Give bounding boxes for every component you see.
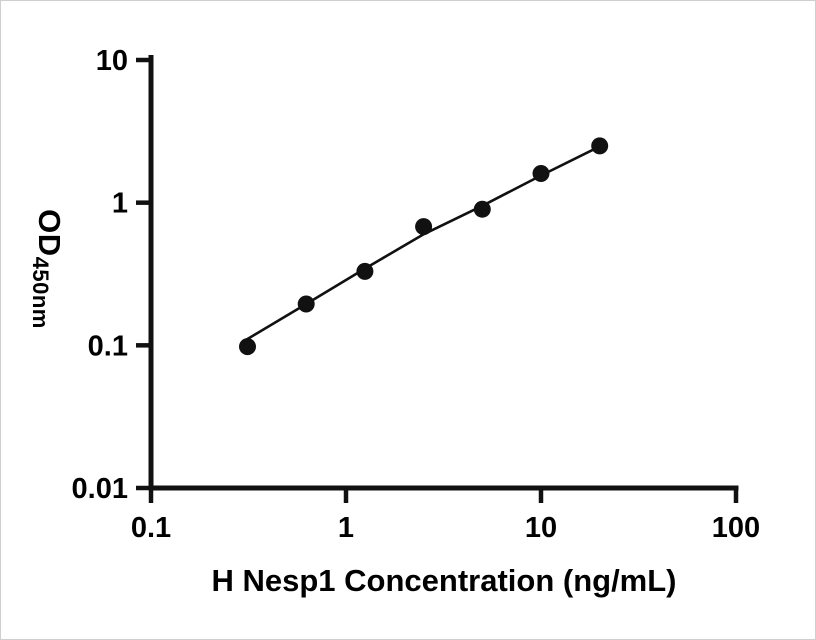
data-point: [591, 137, 609, 155]
y-axis-title-main: OD: [32, 209, 67, 257]
data-point: [532, 165, 550, 182]
data-point: [473, 200, 491, 218]
y-tick-label: 0.1: [88, 330, 128, 362]
y-tick-label: 1: [112, 188, 128, 220]
y-axis-title-text: OD450nm: [27, 209, 67, 329]
y-axis-title-sub: 450nm: [28, 256, 53, 329]
x-tick-label: 0.1: [131, 512, 171, 544]
data-point: [297, 295, 315, 313]
data-point: [239, 338, 256, 356]
x-tick-label: 100: [712, 512, 760, 544]
data-point: [356, 262, 374, 280]
data-point: [415, 218, 433, 236]
x-tick-label: 10: [525, 512, 557, 544]
y-tick-label: 10: [96, 45, 128, 77]
y-tick-label: 0.01: [72, 473, 128, 505]
x-tick-label: 1: [338, 512, 354, 544]
x-axis-title: H Nesp1 Concentration (ng/mL): [211, 563, 677, 598]
